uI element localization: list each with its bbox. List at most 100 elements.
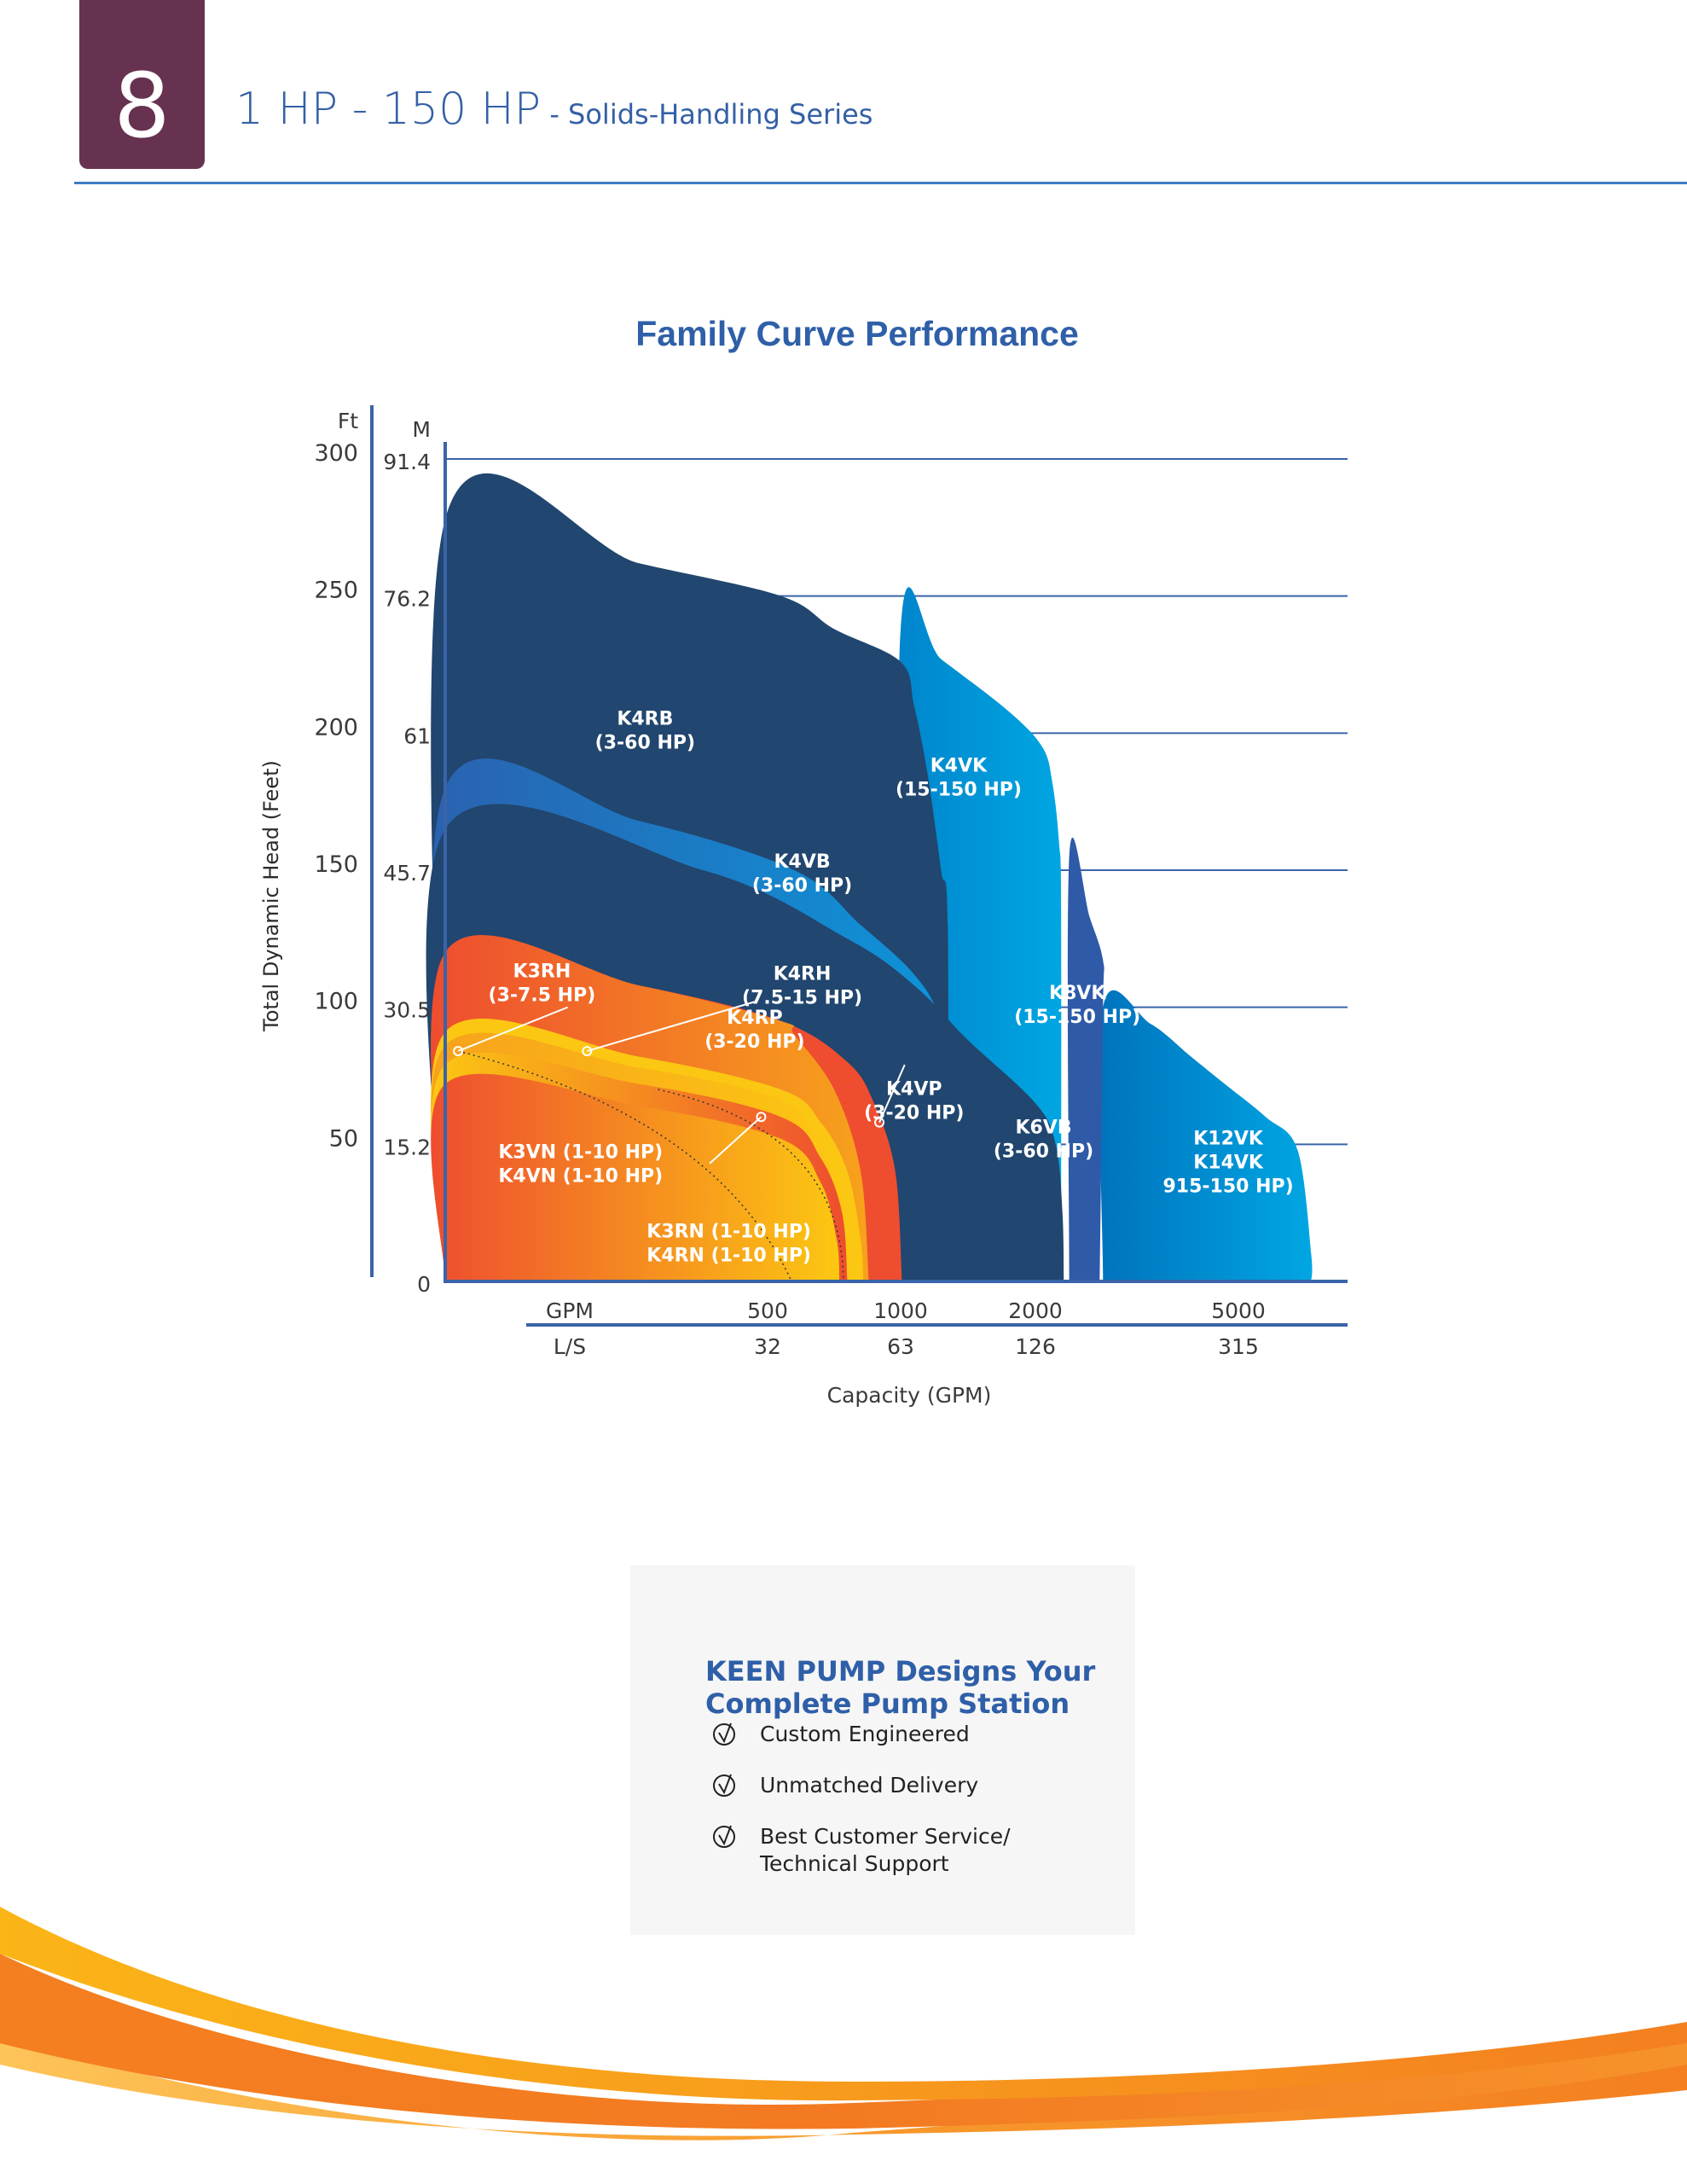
page-title-main: 1 HP - 150 HP bbox=[235, 84, 542, 135]
callout-dot bbox=[756, 1112, 767, 1123]
curve-label-k8vk: K8VK (15-150 HP) bbox=[1014, 983, 1140, 1028]
x-tick-ls: 63 bbox=[887, 1334, 914, 1359]
curve-label-k4rb: K4RB (3-60 HP) bbox=[595, 709, 695, 754]
curve-label-line: (3-60 HP) bbox=[994, 1141, 1093, 1162]
curve-label-line: (3-20 HP) bbox=[704, 1031, 804, 1053]
x-tick-gpm: 5000 bbox=[1211, 1298, 1266, 1323]
curve-area-k12vk-k14vk bbox=[1099, 990, 1313, 1281]
callout-dot bbox=[453, 1046, 464, 1057]
callout-line bbox=[878, 1064, 906, 1124]
curve-label-k4rp: K4RP (3-20 HP) bbox=[704, 1008, 804, 1053]
x-unit-ls: L/S bbox=[554, 1334, 586, 1359]
curve-label-k4vb: K4VB (3-60 HP) bbox=[752, 851, 852, 897]
page-title-sub: - Solids-Handling Series bbox=[541, 98, 873, 131]
curve-label-line: K4VB bbox=[774, 851, 830, 873]
y-tick-m: 76.2 bbox=[383, 587, 431, 612]
curve-label-k4vk: K4VK (15-150 HP) bbox=[896, 755, 1022, 800]
curve-label-line: (7.5-15 HP) bbox=[742, 988, 862, 1009]
family-curve-chart: K4RB (3-60 HP)K4VK (15-150 HP)K4VB (3-60 HP… bbox=[259, 405, 1348, 1408]
curve-label-line: K3RH bbox=[513, 961, 571, 982]
curve-label-line: (3-20 HP) bbox=[864, 1102, 964, 1124]
y-axis-title: Total Dynamic Head (Feet) bbox=[259, 760, 283, 1032]
y-tick-ft: 200 bbox=[314, 714, 358, 741]
curve-label-k6vb: K6VB (3-60 HP) bbox=[994, 1117, 1093, 1162]
info-box-title: KEEN PUMP Designs Your Complete Pump Sta… bbox=[705, 1655, 1095, 1720]
page-number-badge: 8 bbox=[79, 0, 205, 169]
y-tick-m: 61 bbox=[403, 723, 431, 748]
y-tick-ft: 300 bbox=[314, 440, 358, 467]
y-tick-m: 15.2 bbox=[383, 1135, 431, 1159]
decorative-swoosh bbox=[0, 1907, 1687, 2140]
axes: Ft M 300 250 200 150 100 50 91.4 76.2 61 45.7 30.5 15… bbox=[259, 405, 1348, 1408]
header-divider bbox=[74, 182, 1687, 184]
curve-label-line: K14VK bbox=[1193, 1152, 1264, 1173]
callout-dot bbox=[874, 1117, 885, 1128]
y-tick-m: 45.7 bbox=[383, 861, 431, 886]
curve-label-line: K4RN (1-10 HP) bbox=[646, 1246, 811, 1267]
x-axis-title: Capacity (GPM) bbox=[827, 1383, 992, 1408]
info-title-line-1: KEEN PUMP Designs Your bbox=[705, 1655, 1096, 1687]
y-unit-m: M bbox=[412, 417, 431, 442]
curve-label-line: K4RB bbox=[617, 709, 673, 730]
curve-label-line: K3VN (1-10 HP) bbox=[498, 1141, 663, 1163]
x-tick-ls: 126 bbox=[1015, 1334, 1056, 1359]
feature-label: Unmatched Delivery bbox=[760, 1773, 979, 1798]
y-unit-ft: Ft bbox=[338, 409, 358, 433]
curve-label-line: K6VB bbox=[1015, 1117, 1071, 1138]
curve-label-k12vk: K12VK K14VK 915-150 HP) bbox=[1162, 1128, 1293, 1197]
page-title: 1 HP - 150 HP - Solids-Handling Series bbox=[235, 84, 872, 135]
y-tick-ft: 250 bbox=[314, 578, 358, 604]
curve-area-k3rn-k4rn bbox=[431, 1073, 840, 1281]
check-circle-icon bbox=[713, 1825, 735, 1848]
callout-line bbox=[457, 1006, 569, 1053]
feature-label: Best Customer Service/ Technical Support bbox=[760, 1824, 1011, 1876]
curve-label-line: K4RP bbox=[727, 1008, 782, 1029]
curve-label-line: K4VP bbox=[886, 1078, 942, 1100]
feature-list: Custom Engineered Unmatched Delivery Bes… bbox=[712, 1721, 1011, 1902]
page-number: 8 bbox=[113, 54, 171, 158]
curve-label-line: (3-7.5 HP) bbox=[489, 985, 596, 1006]
efficiency-arc bbox=[457, 1050, 792, 1282]
curve-label-line: (3-60 HP) bbox=[752, 875, 852, 897]
curve-label-k4vp: K4VP (3-20 HP) bbox=[864, 1078, 964, 1124]
x-tick-gpm: 1000 bbox=[873, 1298, 928, 1323]
curve-label-line: K4VK bbox=[930, 755, 988, 776]
curve-label-k3vn: K3VN (1-10 HP) K4VN (1-10 HP) bbox=[498, 1141, 663, 1187]
list-item: Custom Engineered bbox=[712, 1721, 1011, 1748]
y-tick-ft: 100 bbox=[314, 989, 358, 1015]
curve-label-line: (3-60 HP) bbox=[595, 733, 695, 754]
check-circle-icon bbox=[713, 1722, 735, 1745]
curve-label-line: K8VK bbox=[1049, 983, 1106, 1004]
curve-label-line: K3RN (1-10 HP) bbox=[646, 1222, 811, 1243]
curve-area-k8vk bbox=[1067, 837, 1104, 1281]
info-title-line-2: Complete Pump Station bbox=[705, 1687, 1070, 1720]
list-item: Best Customer Service/ Technical Support bbox=[712, 1823, 1011, 1878]
curve-areas bbox=[426, 473, 1313, 1281]
curve-label-k3rn: K3RN (1-10 HP) K4RN (1-10 HP) bbox=[646, 1222, 811, 1267]
y-tick-m: 30.5 bbox=[383, 998, 431, 1023]
callout-dot bbox=[582, 1046, 593, 1057]
x-unit-gpm: GPM bbox=[546, 1298, 594, 1323]
check-circle-icon bbox=[713, 1774, 735, 1797]
swoosh-band-upper bbox=[0, 1907, 1687, 2101]
curve-label-line: K4VN (1-10 HP) bbox=[498, 1165, 663, 1187]
curve-label-line: 915-150 HP) bbox=[1162, 1176, 1293, 1197]
x-tick-gpm: 500 bbox=[747, 1298, 788, 1323]
x-tick-ls: 32 bbox=[754, 1334, 781, 1359]
swoosh-band-lower bbox=[0, 2035, 1687, 2140]
list-item: Unmatched Delivery bbox=[712, 1772, 1011, 1799]
callout-line bbox=[587, 1001, 756, 1053]
chart-title: Family Curve Performance bbox=[635, 314, 1079, 353]
y-tick-m: 91.4 bbox=[383, 450, 431, 474]
efficiency-arc bbox=[658, 1089, 844, 1282]
curve-label-line: K4RH bbox=[774, 964, 832, 985]
curve-label-k3rh: K3RH (3-7.5 HP) bbox=[489, 961, 596, 1006]
curve-label-k4rh: K4RH (7.5-15 HP) bbox=[742, 964, 862, 1009]
y-tick-m: 0 bbox=[417, 1272, 431, 1297]
feature-label: Custom Engineered bbox=[760, 1722, 970, 1746]
x-tick-ls: 315 bbox=[1218, 1334, 1259, 1359]
y-tick-ft: 50 bbox=[329, 1125, 358, 1152]
efficiency-lines bbox=[457, 1050, 844, 1282]
curve-labels: K4RB (3-60 HP)K4VK (15-150 HP)K4VB (3-60 HP… bbox=[489, 709, 1294, 1267]
callout-line bbox=[709, 1116, 762, 1165]
